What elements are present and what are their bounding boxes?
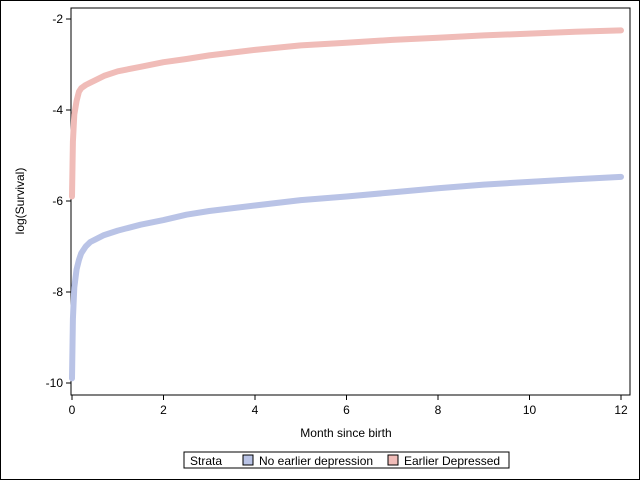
x-axis-ticks: 0 2 4 6 8 10 12 [69, 395, 628, 417]
x-axis-title: Month since birth [300, 426, 391, 440]
x-tick-label: 10 [523, 403, 537, 417]
legend-swatch-no-earlier-depression [242, 454, 254, 466]
x-tick-label: 8 [435, 403, 442, 417]
series-curves [69, 27, 624, 382]
legend: Strata No earlier depression Earlier Dep… [183, 451, 510, 469]
y-axis-ticks: -2 -4 -6 -8 -10 [46, 12, 71, 390]
legend-label-no-earlier-depression: No earlier depression [259, 454, 373, 468]
legend-title: Strata [190, 454, 222, 468]
series-line-earlier-depressed [69, 27, 624, 200]
legend-label-earlier-depressed: Earlier Depressed [404, 454, 500, 468]
y-axis-title: log(Survival) [13, 168, 27, 235]
x-tick-label: 2 [160, 403, 167, 417]
y-tick-label: -4 [52, 103, 63, 117]
x-tick-label: 4 [252, 403, 259, 417]
legend-box [183, 451, 510, 469]
y-tick-label: -6 [52, 194, 63, 208]
x-tick-label: 12 [614, 403, 628, 417]
y-tick-label: -2 [52, 12, 63, 26]
y-tick-label: -10 [46, 376, 64, 390]
series-line-no-earlier-depression [69, 173, 624, 382]
y-tick-label: -8 [52, 285, 63, 299]
x-tick-label: 0 [69, 403, 76, 417]
x-tick-label: 6 [343, 403, 350, 417]
plot-area [70, 7, 631, 396]
legend-swatch-earlier-depressed [387, 454, 399, 466]
